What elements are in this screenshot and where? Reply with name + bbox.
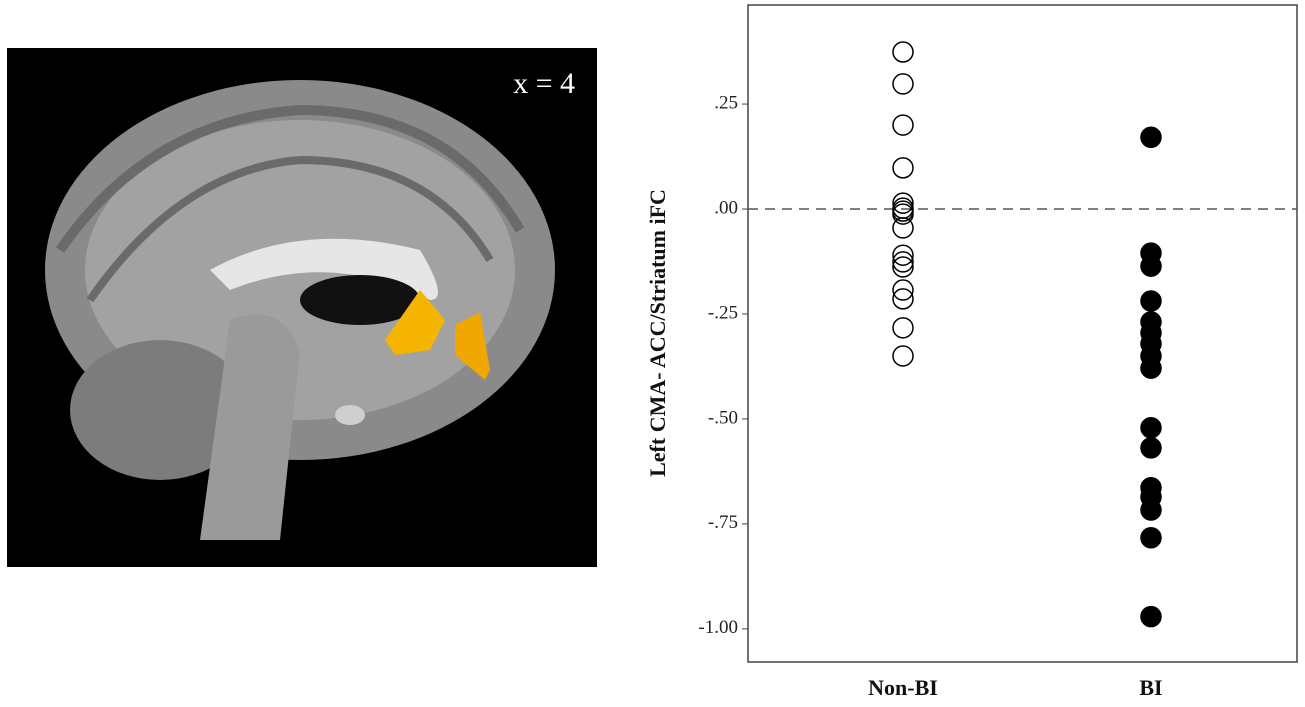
data-point (1141, 607, 1161, 627)
y-tick-label: .00 (714, 197, 738, 218)
data-point (893, 280, 913, 300)
data-point (893, 74, 913, 94)
plot-frame (748, 5, 1297, 662)
y-axis-label: Left CMA- ACC/Striatum iFC (645, 189, 670, 477)
data-point (1141, 528, 1161, 548)
x-tick-label: Non-BI (868, 675, 938, 700)
data-point (1141, 418, 1161, 438)
y-tick-label: -.50 (708, 407, 738, 428)
figure: x = 4 Left CMA- ACC/Striatum iFC .25 .00 -… (0, 0, 1305, 707)
data-point (1141, 438, 1161, 458)
data-point (1141, 127, 1161, 147)
x-tick-label: BI (1139, 675, 1162, 700)
data-point (893, 318, 913, 338)
data-point (1141, 500, 1161, 520)
y-tick-label: -1.00 (698, 617, 738, 638)
data-point (1141, 358, 1161, 378)
y-tick-label: -.25 (708, 302, 738, 323)
y-tick-label: .25 (714, 92, 738, 113)
data-point (893, 158, 913, 178)
data-point (893, 257, 913, 277)
data-point (893, 346, 913, 366)
y-tick-label: -.75 (708, 512, 738, 533)
data-point (893, 42, 913, 62)
data-point (1141, 291, 1161, 311)
data-point (893, 115, 913, 135)
brain-image: x = 4 (7, 48, 597, 567)
annotation: x = 4 (513, 67, 575, 100)
data-point (1141, 256, 1161, 276)
data-point (893, 289, 913, 309)
